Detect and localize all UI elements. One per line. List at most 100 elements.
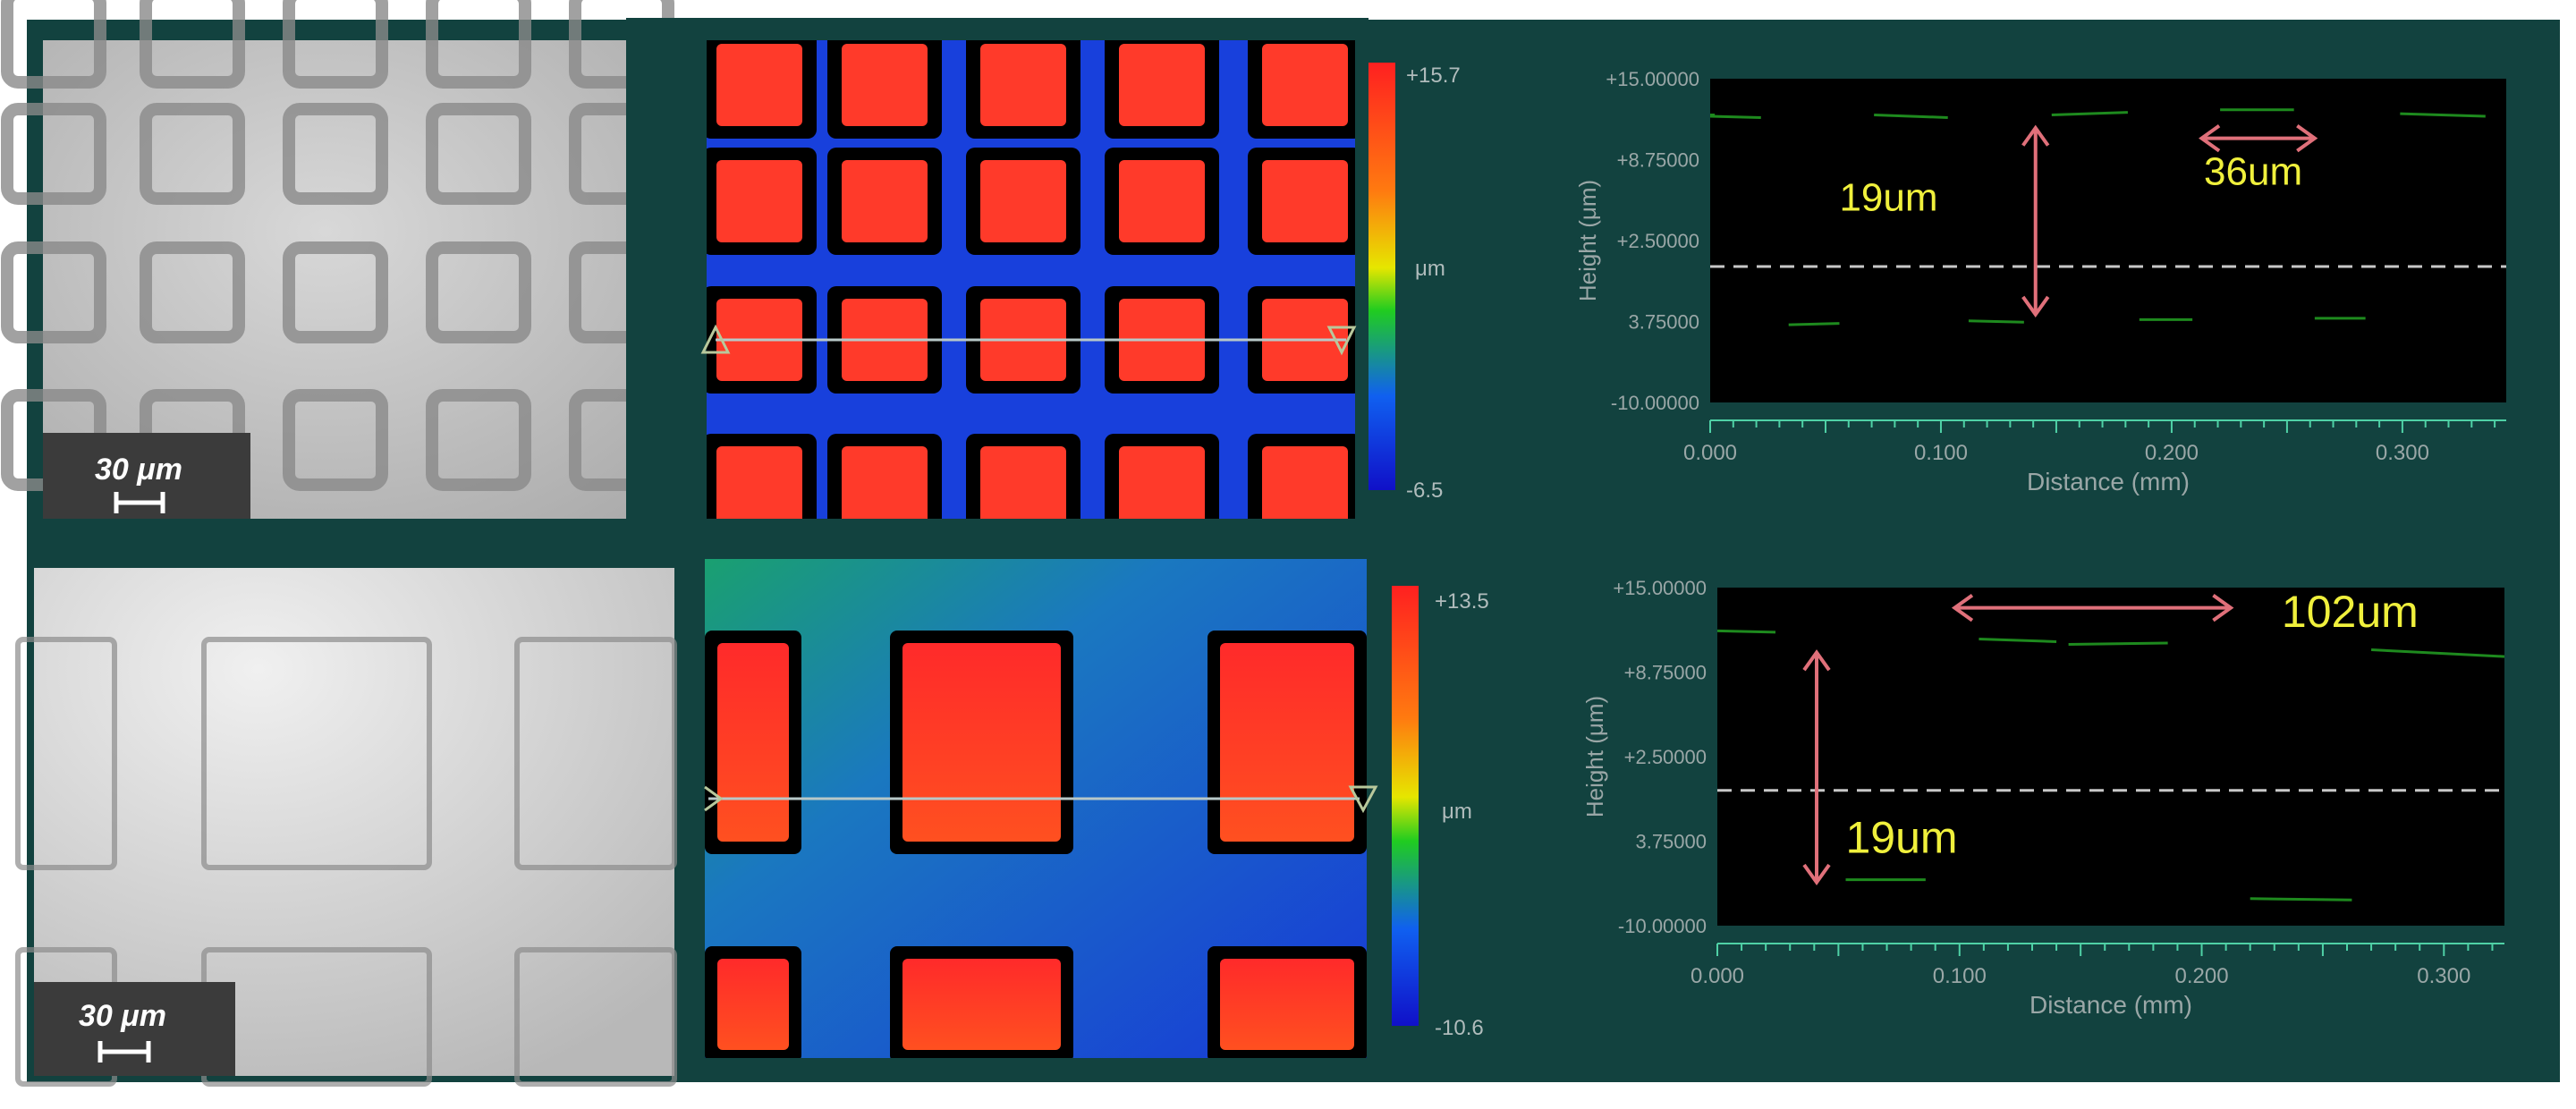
micrograph-pad — [140, 241, 245, 343]
profile-segment — [2051, 111, 2128, 117]
height-map-pad — [1119, 160, 1205, 242]
micrograph-pad — [426, 0, 531, 89]
micrograph-pad — [201, 637, 432, 870]
dimension-arrow — [2199, 123, 2318, 153]
y-tick-label: 3.75000 — [1628, 311, 1699, 334]
micrograph-pad — [283, 0, 388, 89]
dimension-arrow — [2021, 124, 2050, 317]
height-map-pad — [1262, 160, 1348, 242]
height-map-pad — [1220, 959, 1354, 1050]
height-map-top-pads — [626, 18, 1368, 554]
y-tick-label: +15.00000 — [1606, 68, 1699, 90]
x-tick-label: 0.300 — [2376, 441, 2429, 465]
colorbar-top-max: +15.7 — [1406, 63, 1461, 88]
y-tick-label: -10.00000 — [1618, 915, 1707, 937]
y-tick-label: +2.50000 — [1624, 746, 1707, 768]
profile-segment — [2250, 897, 2352, 902]
scale-bar-icon-bottom — [97, 1041, 151, 1062]
height-map-pad — [716, 446, 802, 529]
y-axis-label: Height (μm) — [1581, 696, 1608, 817]
height-map-bottom-pads — [680, 631, 1377, 1080]
y-tick-label: +8.75000 — [1624, 662, 1707, 684]
y-tick-label: 3.75000 — [1635, 831, 1707, 853]
micrograph-top: 30 μm — [1, 0, 674, 519]
micrograph-pad — [426, 389, 531, 491]
height-map-pad — [842, 44, 928, 126]
scale-bar-icon-top — [114, 492, 165, 513]
profile-segment — [2400, 112, 2486, 118]
height-map-pad — [902, 959, 1061, 1050]
colorbar-top-min: -6.5 — [1406, 478, 1443, 503]
height-map-pad — [842, 446, 928, 529]
y-tick-label: +8.75000 — [1617, 149, 1699, 172]
height-map-pad — [980, 446, 1066, 529]
micrograph-pad — [283, 389, 388, 491]
micrograph-pad — [140, 103, 245, 205]
profile-segment — [1874, 114, 1948, 119]
height-map-pad — [716, 44, 802, 126]
scale-bar-box-bottom — [34, 982, 235, 1076]
micrograph-pad — [283, 241, 388, 343]
dimension-label: 102um — [2282, 587, 2419, 637]
micrograph-pad — [283, 103, 388, 205]
profile-segment — [1788, 322, 1840, 326]
micrograph-bottom: 30 μm — [15, 568, 677, 1087]
x-axis-label: Distance (mm) — [2029, 991, 2192, 1019]
dimension-arrow — [1951, 594, 2234, 622]
height-map-pad — [842, 160, 928, 242]
x-tick-label: 0.200 — [2175, 964, 2229, 988]
height-map-pad — [980, 44, 1066, 126]
profile-line-top — [700, 324, 1357, 356]
micrograph-pad — [514, 947, 677, 1087]
dimension-arrow — [1802, 649, 1831, 886]
profile-segment — [1709, 114, 1761, 119]
plot-area — [1710, 79, 2506, 402]
plot-area — [1717, 588, 2504, 926]
micrograph-pad — [1, 103, 106, 205]
profile-segment — [1968, 319, 2024, 324]
height-map-pad — [1119, 44, 1205, 126]
y-tick-label: +2.50000 — [1617, 230, 1699, 252]
height-map-pad — [1119, 446, 1205, 529]
y-axis-label: Height (μm) — [1574, 180, 1601, 301]
profile-segment — [1979, 637, 2057, 643]
profile-segment — [1716, 629, 1776, 634]
height-map-pad — [902, 643, 1061, 842]
dimension-label: 19um — [1846, 812, 1958, 862]
height-map-top — [626, 18, 1368, 554]
y-tick-label: -10.00000 — [1611, 392, 1699, 414]
micrograph-pad — [1, 241, 106, 343]
colorbar-top: +15.7 μm -6.5 — [1368, 63, 1461, 503]
micrograph-pad — [514, 637, 677, 870]
x-tick-label: 0.000 — [1683, 441, 1737, 465]
height-map-pad — [716, 160, 802, 242]
height-map-pad — [717, 643, 789, 842]
x-tick-label: 0.200 — [2145, 441, 2199, 465]
x-tick-label: 0.000 — [1690, 964, 1744, 988]
y-tick-label: +15.00000 — [1613, 577, 1707, 599]
x-tick-label: 0.300 — [2417, 964, 2470, 988]
micrograph-pad — [1, 0, 106, 89]
profile-chart-top: +15.00000 +8.75000 +2.50000 3.75000 -10.0000… — [1574, 68, 2506, 495]
colorbar-bottom-unit: μm — [1442, 800, 1472, 824]
scale-bar-label-bottom: 30 μm — [79, 999, 166, 1033]
dimension-label: 36um — [2204, 150, 2302, 194]
height-map-pad — [980, 160, 1066, 242]
x-tick-label: 0.100 — [1933, 964, 1987, 988]
height-map-pad — [1262, 44, 1348, 126]
micrograph-pad — [140, 0, 245, 89]
profile-segment — [2068, 641, 2168, 647]
colorbar-top-unit: μm — [1415, 257, 1445, 281]
x-axis-label: Distance (mm) — [2027, 468, 2190, 495]
colorbar-bottom-max: +13.5 — [1435, 589, 1489, 614]
height-map-pad — [1262, 446, 1348, 529]
height-map-pad — [717, 959, 789, 1050]
profile-line-bottom — [704, 785, 1378, 814]
colorbar-bottom: +13.5 μm -10.6 — [1392, 586, 1489, 1040]
scale-bar-label-top: 30 μm — [95, 453, 182, 487]
profile-segment — [2371, 648, 2505, 658]
dimension-label: 19um — [1839, 176, 1937, 220]
micrograph-pad — [15, 637, 117, 870]
micrograph-pad — [426, 103, 531, 205]
